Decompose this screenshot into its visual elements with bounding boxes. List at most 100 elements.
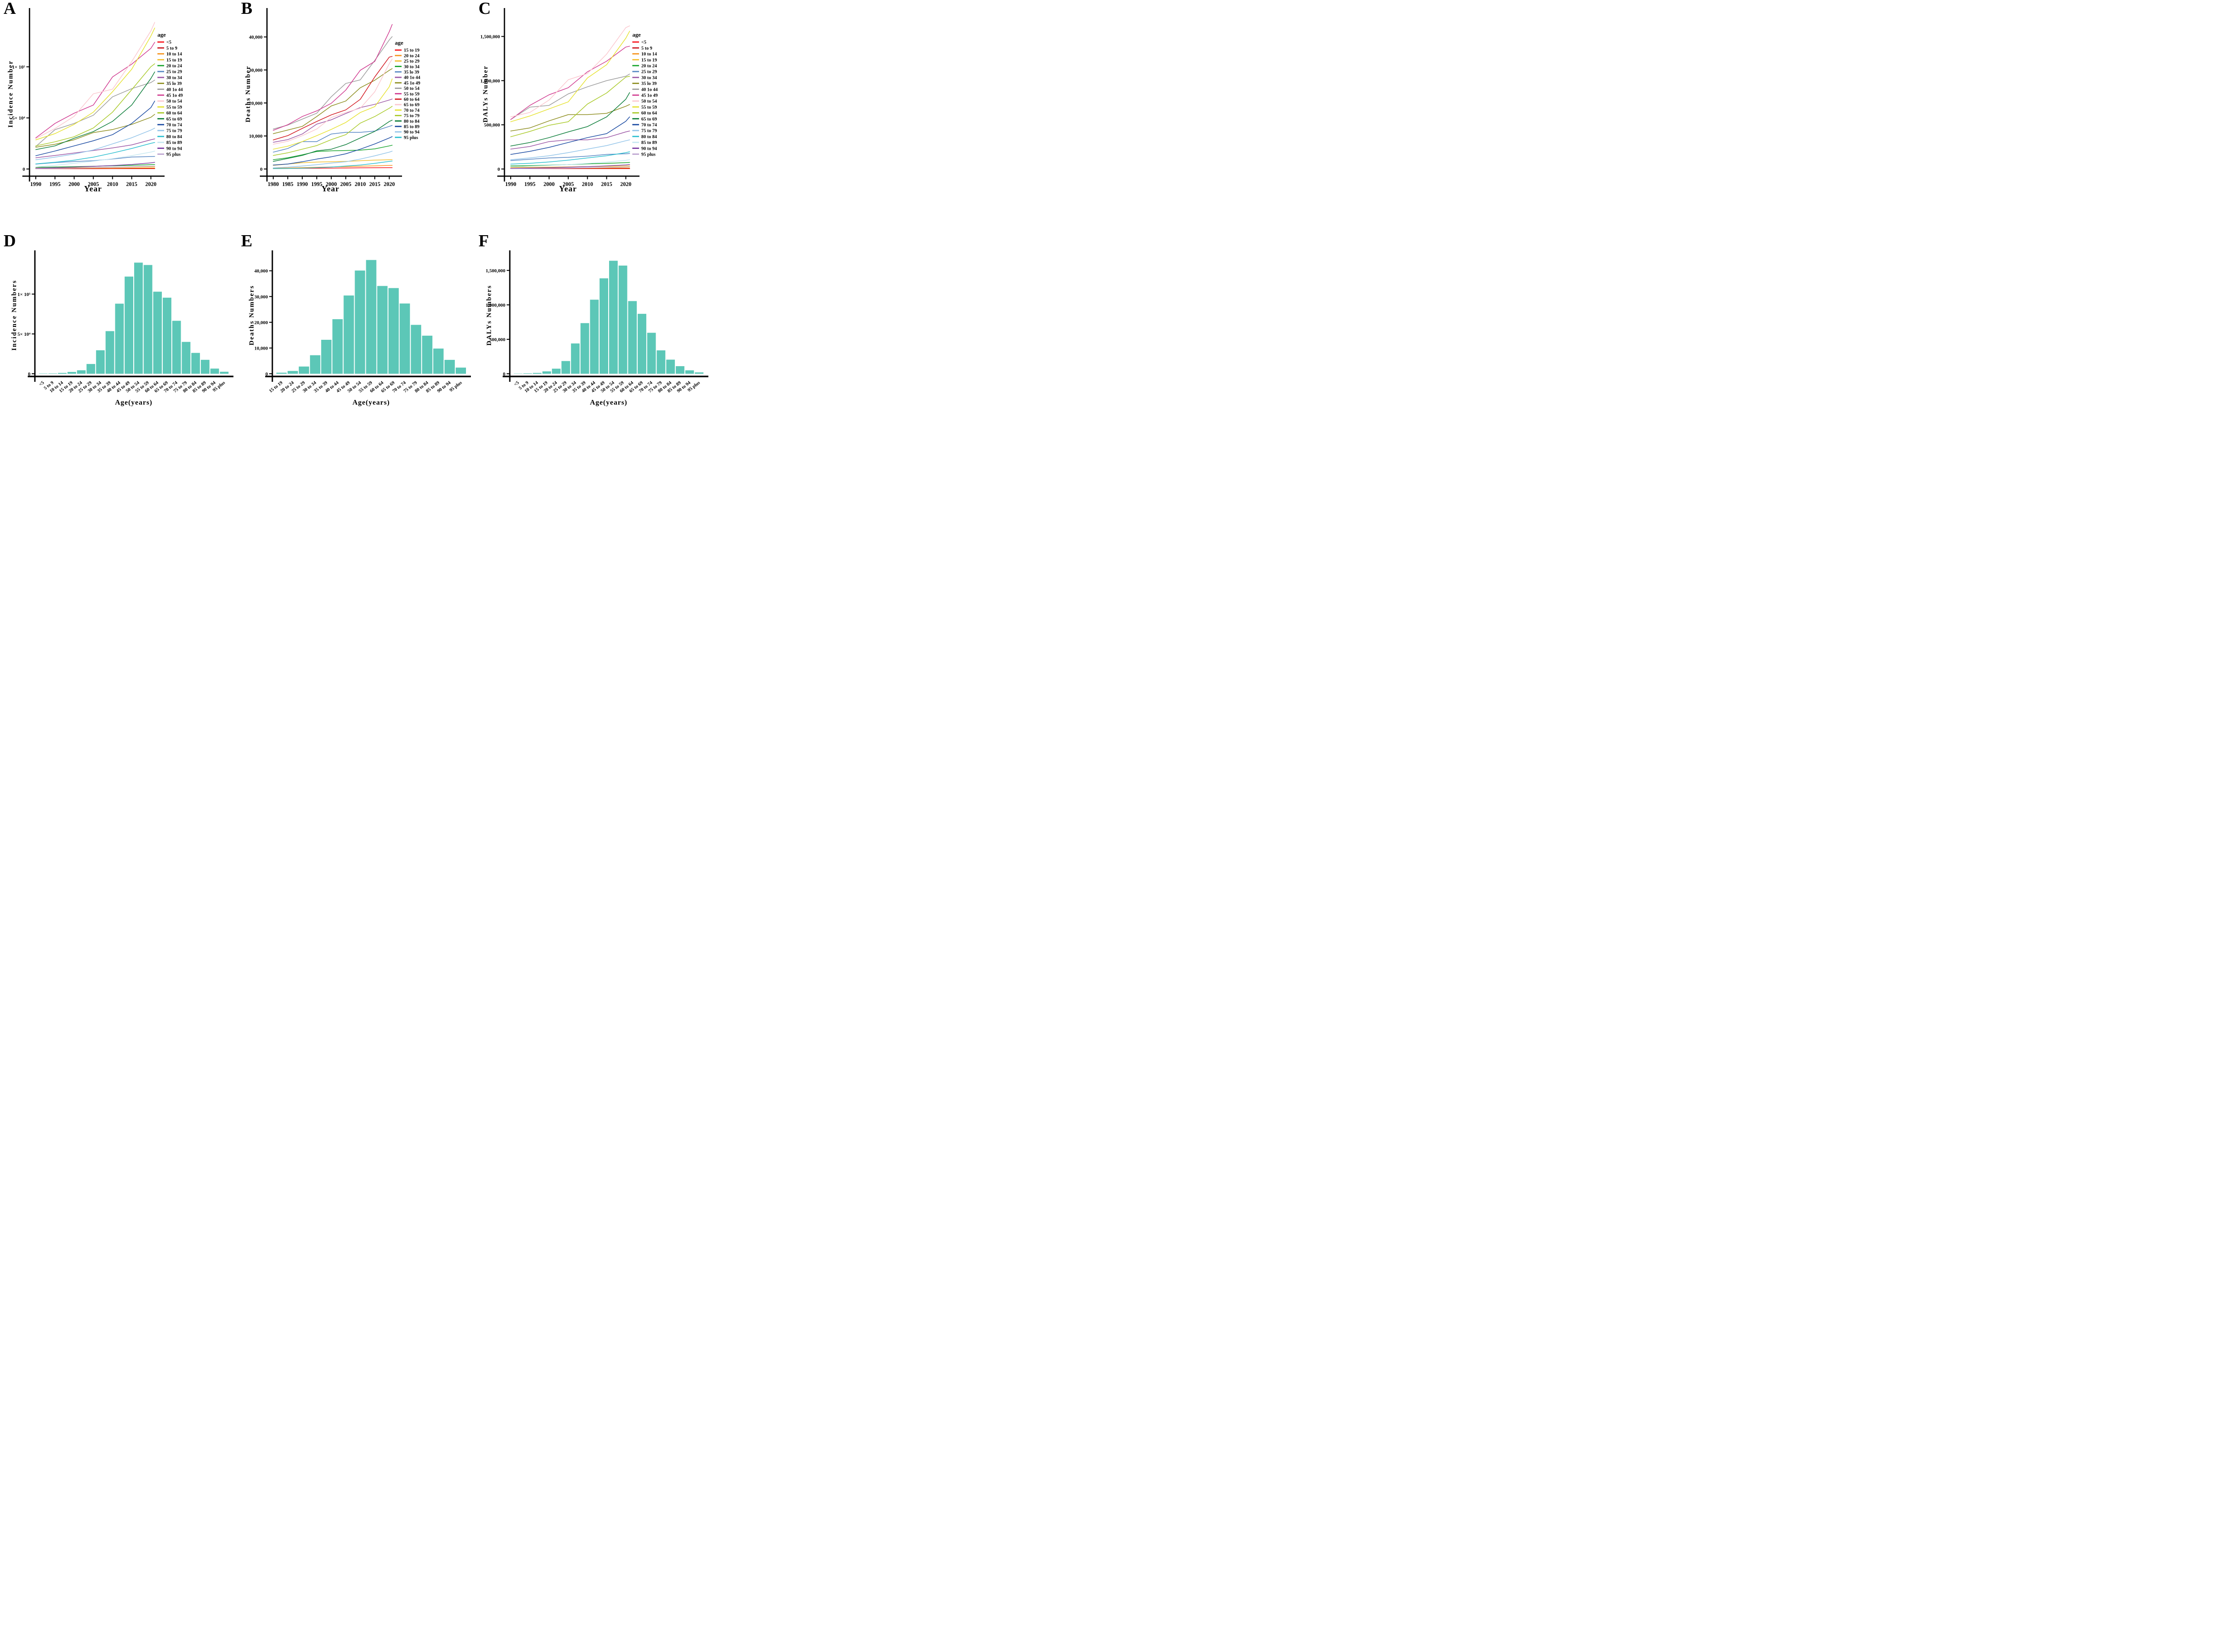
x-axis-title-age: Age(years) (590, 399, 627, 406)
legend-item: 80 to 84 (632, 135, 657, 139)
bar-20 to 24 (288, 371, 298, 374)
x-tick-label: 2005 (563, 181, 574, 187)
legend-item-label: 70 to 74 (404, 108, 420, 113)
legend-item: 45 1o 49 (157, 93, 183, 98)
bar-70 to 74 (172, 321, 181, 374)
x-tick-label: 2005 (88, 181, 99, 187)
legend-item: 45 1o 49 (395, 81, 420, 86)
legend-item: 75 to 79 (395, 114, 419, 118)
bar-30 to 34 (96, 350, 105, 374)
bar-80 to 84 (666, 359, 675, 374)
series-line-85 to 89 (510, 159, 630, 167)
series-line-45 1o 49 (273, 68, 393, 134)
legend-item: 90 to 94 (395, 130, 420, 135)
y-tick-label: 0 (23, 167, 25, 172)
y-axis-title-dalys: DALYs Number (482, 65, 489, 123)
legend-item: 25 to 29 (395, 59, 419, 64)
y-tick-label: 1,500,000 (486, 268, 506, 274)
series-line-65 to 69 (273, 59, 393, 145)
y-tick-label: 1× 10⁵ (12, 64, 25, 70)
legend-item-label: 5 to 9 (641, 46, 652, 51)
legend-item-label: 85 to 89 (641, 140, 657, 145)
legend-item-label: 45 1o 49 (166, 93, 183, 98)
bar-95 plus (455, 368, 466, 374)
panel-letter-D: D (4, 232, 16, 250)
legend-item-label: 10 to 14 (166, 52, 182, 57)
bar-85 to 89 (433, 348, 444, 374)
legend-item: 15 to 19 (157, 58, 182, 63)
legend-item: 40 1o 44 (157, 87, 183, 92)
x-axis-title-age: Age(years) (115, 399, 152, 406)
x-tick-label: 2000 (543, 181, 555, 187)
panel-B-chart: 0 10,000 20,000 30,000 40,000 1980 1985 1990 199… (249, 8, 421, 187)
bar-50 to 54 (609, 261, 618, 374)
bar-15 to 19 (276, 372, 287, 374)
bar-10 to 14 (533, 373, 542, 374)
legend-item-label: 85 to 89 (404, 125, 419, 130)
y-tick-label: 40,000 (249, 35, 263, 40)
legend-item: 45 1o 49 (632, 93, 658, 98)
x-tick-label: 1995 (49, 181, 60, 187)
series-line-30 to 34 (35, 138, 155, 158)
y-axis-title-deaths: Deaths Number (245, 65, 252, 123)
series-line-70 to 74 (273, 78, 393, 150)
legend-item-label: 25 to 29 (404, 59, 419, 64)
legend-item: 65 to 69 (632, 117, 657, 122)
x-axis-title-age: Age(years) (352, 399, 390, 406)
legend-item-label: <5 (166, 40, 171, 45)
legend-item-label: 80 to 84 (641, 135, 657, 139)
x-tick-label: 1995 (524, 181, 535, 187)
panel-A: 0 5× 10⁴ 1× 10⁵ 1990 1995 2000 2005 2010 2015 202… (0, 0, 237, 207)
series-line-70 to 74 (510, 116, 630, 155)
legend-item: 55 to 59 (632, 105, 657, 110)
series-line-75 to 79 (510, 139, 630, 160)
bar-95 plus (220, 372, 229, 374)
legend-item: 55 to 59 (157, 105, 182, 110)
legend-item: 70 to 74 (632, 123, 657, 128)
legend-item-label: 40 1o 44 (641, 87, 658, 92)
bar-20 to 24 (77, 370, 86, 374)
bar-55 to 59 (618, 266, 627, 374)
panel-letter-A: A (4, 0, 16, 18)
y-tick-label: 10,000 (254, 346, 268, 351)
legend-item-label: 95 plus (641, 152, 656, 157)
y-axis-title-deaths: Deaths Numbers (248, 285, 255, 346)
legend-item-label: 35 lo 39 (641, 81, 656, 86)
legend-item: 40 1o 44 (632, 87, 658, 92)
legend-item: 95 plus (632, 152, 656, 157)
series-line-80 to 84 (273, 119, 393, 162)
legend-item: 10 to 14 (157, 52, 182, 57)
legend-item-label: 10 to 14 (641, 52, 657, 57)
x-tick-label: 2000 (326, 181, 337, 187)
series-line-80 to 84 (35, 142, 155, 165)
legend-item: 30 to 34 (395, 64, 420, 69)
series-line-95 plus (35, 165, 155, 169)
legend-item-label: 20 to 24 (641, 64, 657, 69)
x-tick-label: <5 (38, 380, 45, 388)
bar-35 to 39 (580, 323, 589, 374)
legend-item: 50 to 54 (632, 99, 657, 104)
bar-55 to 59 (366, 260, 377, 374)
series-line-90 to 94 (35, 162, 155, 169)
series-line-65 to 69 (510, 92, 630, 147)
series-line-35 lo 39 (35, 114, 155, 148)
bar-<5 (39, 373, 48, 374)
legend-item-label: 15 to 19 (166, 58, 182, 63)
legend-item: 20 to 24 (157, 64, 182, 69)
x-axis-title-year: Year (322, 184, 339, 193)
bar-30 to 34 (310, 355, 321, 374)
legend-item: 70 to 74 (395, 108, 420, 113)
legend-item: 90 to 94 (632, 146, 657, 151)
legend-item-label: 35 lo 39 (404, 70, 419, 75)
y-tick-label: 10,000 (249, 134, 263, 139)
legend-item: 50 to 54 (395, 86, 420, 91)
legend-item: 30 to 34 (632, 76, 657, 80)
legend-item-label: 85 to 89 (166, 140, 182, 145)
bar-60 to 64 (377, 286, 388, 374)
legend-item-label: 30 to 34 (404, 64, 420, 69)
legend-item-label: 15 to 19 (641, 58, 657, 63)
x-tick-label: 1995 (311, 181, 322, 187)
series-line-55 to 59 (273, 24, 393, 131)
series-line-35 lo 39 (510, 104, 630, 131)
legend-item-label: 50 to 54 (166, 99, 182, 104)
